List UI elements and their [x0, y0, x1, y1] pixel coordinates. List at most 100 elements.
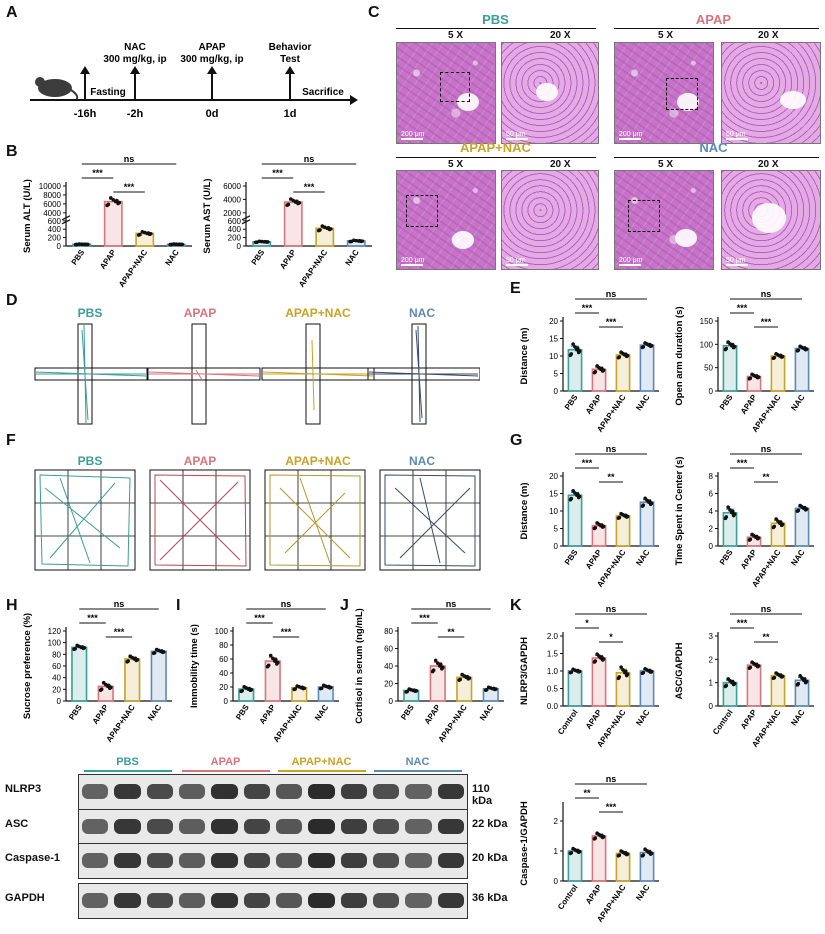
data-point — [106, 202, 111, 207]
mag-label: 20 X — [758, 30, 779, 41]
x-tick-label: PBS — [563, 547, 580, 566]
significance-label: ** — [762, 472, 770, 482]
significance-label: *** — [582, 458, 593, 468]
data-point — [255, 240, 259, 245]
scale-bar: 200 μm — [401, 131, 425, 138]
y-axis-label: Caspase-1/GAPDH — [519, 801, 530, 886]
y-tick-label: 20 — [52, 685, 61, 694]
y-tick-label: 0.0 — [547, 702, 559, 711]
y-tick-label: 600 — [228, 217, 242, 226]
y-tick-label: 100 — [215, 627, 229, 636]
data-point — [75, 643, 80, 648]
y-tick-label: 20 — [549, 317, 558, 326]
wb-group-apap: APAP — [210, 756, 241, 768]
wb-kda-label: 110 kDa — [472, 783, 493, 807]
y-tick-label: 0 — [554, 542, 559, 551]
maze-pbs — [34, 323, 148, 425]
y-axis-label: Sucrose preference (%) — [22, 613, 33, 719]
y-tick-label: 0 — [554, 387, 559, 396]
panel-label-f: F — [6, 432, 16, 449]
y-axis-label: Immobility time (s) — [189, 624, 200, 708]
wb-band — [405, 784, 432, 799]
wb-protein-label: ASC — [5, 818, 29, 830]
y-tick-label: 120 — [48, 627, 62, 636]
data-point — [276, 660, 280, 665]
data-point — [569, 670, 574, 675]
x-tick-label: APAP — [739, 392, 759, 415]
data-point — [240, 688, 244, 693]
wb-band — [146, 819, 173, 834]
wb-band — [405, 819, 432, 834]
x-tick-label: NAC — [344, 248, 361, 268]
scale-bar: 50 μm — [726, 131, 748, 140]
data-point — [796, 508, 801, 513]
x-tick-label: APAP — [739, 707, 759, 730]
y-tick-label: 600 — [48, 217, 62, 226]
y-tick-label: 4 — [709, 507, 714, 516]
data-point — [617, 853, 622, 857]
bar — [567, 850, 583, 882]
data-point — [595, 652, 599, 656]
data-point — [724, 515, 729, 519]
wb-band — [437, 819, 464, 834]
data-point — [772, 524, 777, 529]
data-point — [621, 668, 625, 672]
y-tick-label: 1.0 — [547, 667, 559, 676]
y-tick-label: 0 — [237, 242, 242, 251]
data-point — [152, 651, 157, 655]
data-point — [571, 846, 575, 851]
wb-band — [373, 853, 400, 868]
data-point — [728, 508, 732, 512]
data-point — [730, 343, 735, 347]
wb-band — [179, 893, 206, 908]
y-tick-label: 15 — [549, 490, 558, 499]
data-point — [748, 665, 753, 670]
timeline-panel: -16h -2h 0d 1d Fasting NAC 300 mg/kg, ip… — [30, 42, 358, 120]
data-point — [647, 342, 652, 347]
wb-strip-nlrp3 — [78, 774, 468, 810]
data-point — [358, 238, 362, 243]
bar — [794, 347, 810, 392]
scale-bar: 50 μm — [506, 257, 528, 266]
y-tick-label: 5 — [554, 525, 559, 534]
data-point — [641, 345, 646, 349]
wb-protein-label: Caspase-1 — [5, 852, 61, 864]
histology-image: 200 μm — [614, 42, 714, 144]
event-apap-dose: 300 mg/kg, ip — [180, 54, 243, 65]
data-point — [754, 374, 759, 378]
data-point — [117, 200, 122, 205]
histology-image: 200 μm — [614, 170, 714, 270]
significance-label: *** — [606, 802, 617, 812]
bar — [591, 657, 607, 707]
data-point — [569, 851, 574, 855]
data-point — [623, 851, 628, 855]
data-point — [730, 679, 735, 684]
wb-band — [146, 853, 173, 868]
y-tick-label: 10 — [549, 507, 558, 516]
significance-label: ** — [583, 788, 591, 798]
x-tick-label: NAC — [634, 708, 651, 728]
y-tick-label: 20 — [384, 680, 393, 689]
data-point — [109, 196, 113, 200]
bar — [71, 646, 88, 702]
y-tick-label: 80 — [384, 627, 393, 636]
data-point — [458, 677, 462, 682]
epm-title-nac: NAC — [409, 306, 435, 320]
significance-label: ** — [447, 627, 455, 637]
x-tick-label: NAC — [634, 883, 651, 903]
wb-band — [82, 853, 109, 868]
significance-label: *** — [281, 627, 292, 637]
wb-band — [340, 853, 367, 868]
y-tick-label: 4000 — [43, 209, 61, 218]
y-tick-label: 0 — [224, 697, 229, 706]
y-tick-label: 10 — [549, 352, 558, 361]
histology-image: 50 μm — [501, 170, 599, 270]
wb-band — [308, 784, 335, 799]
y-tick-label: 40 — [219, 669, 228, 678]
data-point — [140, 229, 145, 234]
of-title-apap-nac: APAP+NAC — [285, 454, 351, 468]
y-tick-label: 100 — [700, 340, 714, 349]
mag-label: 5 X — [448, 159, 464, 170]
